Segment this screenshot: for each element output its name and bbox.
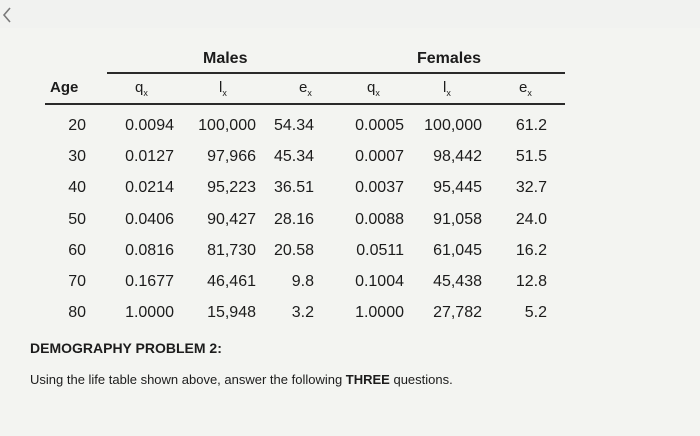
table-cell: 0.1677	[125, 273, 174, 291]
table-cell: 54.34	[273, 116, 314, 134]
problem-title: DEMOGRAPHY PROBLEM 2:	[30, 340, 222, 356]
table-cell: 40	[68, 179, 86, 197]
table-cell: 100,000	[198, 116, 256, 134]
males-ex-header: ex	[299, 79, 312, 98]
table-cell: 27,782	[433, 304, 482, 322]
table-cell: 9.8	[291, 273, 314, 291]
group-header-rule	[107, 72, 565, 74]
females-ex-header: ex	[519, 79, 532, 98]
table-cell: 0.0037	[355, 179, 404, 197]
chevron-left-icon[interactable]	[2, 6, 12, 24]
table-row: 20 0.0094 100,000 54.34 0.0005 100,000 61.2	[42, 110, 547, 141]
table-cell: 15,948	[207, 304, 256, 322]
table-cell: 0.0007	[355, 147, 404, 165]
table-cell: 1.0000	[125, 304, 174, 322]
table-cell: 51.5	[515, 147, 547, 165]
table-cell: 0.0511	[356, 241, 404, 259]
life-table: 20 0.0094 100,000 54.34 0.0005 100,000 61.2 30 0…	[42, 110, 547, 329]
table-row: 40 0.0214 95,223 36.51 0.0037 95,445 32.7	[42, 173, 547, 204]
table-cell: 80	[68, 304, 86, 322]
table-cell: 20	[68, 116, 86, 134]
table-row: 60 0.0816 81,730 20.58 0.0511 61,045 16.2	[42, 235, 547, 266]
table-cell: 100,000	[424, 116, 482, 134]
table-cell: 30	[68, 147, 86, 165]
males-lx-header: lx	[219, 79, 227, 98]
males-group-header: Males	[203, 50, 248, 67]
table-cell: 24.0	[515, 210, 547, 228]
table-cell: 0.0127	[125, 147, 174, 165]
table-cell: 70	[68, 273, 86, 291]
table-cell: 0.0005	[355, 116, 404, 134]
table-cell: 45,438	[433, 273, 482, 291]
table-cell: 95,223	[207, 179, 256, 197]
table-cell: 0.0816	[125, 241, 174, 259]
table-cell: 60	[68, 241, 86, 259]
table-cell: 16.2	[515, 241, 547, 259]
problem-text: Using the life table shown above, answer…	[30, 372, 453, 387]
table-cell: 0.0094	[125, 116, 174, 134]
table-row: 80 1.0000 15,948 3.2 1.0000 27,782 5.2	[42, 298, 547, 329]
females-group-header: Females	[417, 50, 482, 67]
table-cell: 28.16	[273, 210, 314, 228]
table-cell: 20.58	[273, 241, 314, 259]
table-row: 70 0.1677 46,461 9.8 0.1004 45,438 12.8	[42, 266, 547, 297]
table-cell: 61.2	[515, 116, 547, 134]
table-cell: 46,461	[207, 273, 256, 291]
table-cell: 0.0406	[125, 210, 174, 228]
table-row: 30 0.0127 97,966 45.34 0.0007 98,442 51.5	[42, 141, 547, 172]
table-cell: 90,427	[207, 210, 256, 228]
table-cell: 91,058	[433, 210, 482, 228]
table-cell: 1.0000	[355, 304, 404, 322]
table-cell: 81,730	[207, 241, 256, 259]
table-cell: 0.0088	[355, 210, 404, 228]
table-cell: 95,445	[433, 179, 482, 197]
females-qx-header: qx	[367, 79, 380, 98]
table-cell: 36.51	[273, 179, 314, 197]
table-cell: 3.2	[291, 304, 314, 322]
females-lx-header: lx	[443, 79, 451, 98]
table-cell: 50	[68, 210, 86, 228]
table-row: 50 0.0406 90,427 28.16 0.0088 91,058 24.0	[42, 204, 547, 235]
table-cell: 98,442	[433, 147, 482, 165]
males-qx-header: qx	[135, 79, 148, 98]
table-cell: 61,045	[433, 241, 482, 259]
table-cell: 0.0214	[125, 179, 174, 197]
table-cell: 97,966	[207, 147, 256, 165]
column-header-rule	[45, 103, 565, 105]
table-cell: 32.7	[515, 179, 547, 197]
table-cell: 5.2	[524, 304, 547, 322]
age-column-header: Age	[50, 79, 79, 96]
document-image	[0, 28, 700, 436]
table-cell: 0.1004	[355, 273, 404, 291]
table-cell: 12.8	[515, 273, 547, 291]
table-cell: 45.34	[273, 147, 314, 165]
